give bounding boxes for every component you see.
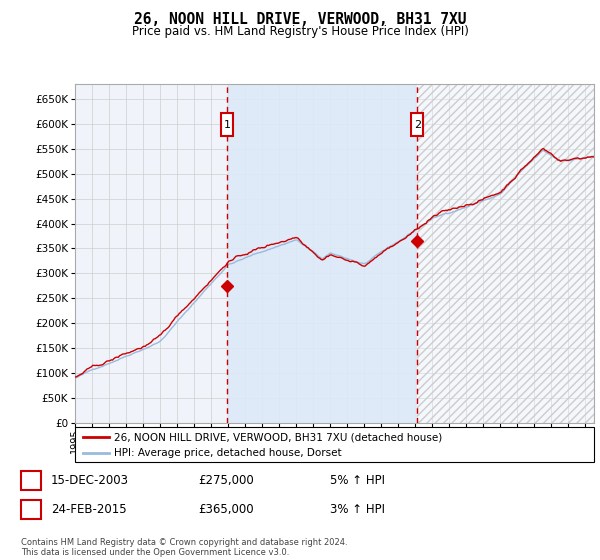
Text: 24-FEB-2015: 24-FEB-2015 [51,503,127,516]
Text: 1: 1 [27,474,35,487]
Text: HPI: Average price, detached house, Dorset: HPI: Average price, detached house, Dors… [114,449,341,458]
Text: Contains HM Land Registry data © Crown copyright and database right 2024.
This d: Contains HM Land Registry data © Crown c… [21,538,347,557]
Text: 15-DEC-2003: 15-DEC-2003 [51,474,129,487]
Bar [418,84,594,423]
Bar [83,84,227,423]
Text: £365,000: £365,000 [198,503,254,516]
Text: 1: 1 [224,120,231,130]
FancyBboxPatch shape [412,114,424,136]
Text: 2: 2 [27,503,35,516]
Text: £275,000: £275,000 [198,474,254,487]
FancyBboxPatch shape [75,427,594,462]
Text: 26, NOON HILL DRIVE, VERWOOD, BH31 7XU (detached house): 26, NOON HILL DRIVE, VERWOOD, BH31 7XU (… [114,432,442,442]
FancyBboxPatch shape [221,114,233,136]
Bar [418,84,594,423]
Text: 5% ↑ HPI: 5% ↑ HPI [330,474,385,487]
Bar [227,84,418,423]
Text: 3% ↑ HPI: 3% ↑ HPI [330,503,385,516]
Text: 26, NOON HILL DRIVE, VERWOOD, BH31 7XU: 26, NOON HILL DRIVE, VERWOOD, BH31 7XU [134,12,466,27]
Text: Price paid vs. HM Land Registry's House Price Index (HPI): Price paid vs. HM Land Registry's House … [131,25,469,38]
Text: 2: 2 [414,120,421,130]
